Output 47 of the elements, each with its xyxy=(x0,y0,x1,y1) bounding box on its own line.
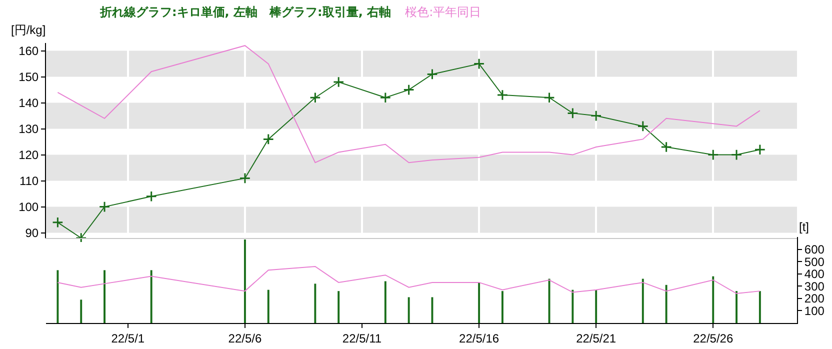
point xyxy=(496,89,508,101)
y-tick-label: 110 xyxy=(19,174,39,188)
point xyxy=(426,68,438,80)
point xyxy=(380,92,392,104)
y-tick-label: 160 xyxy=(18,44,39,58)
y2-tick-label: 200 xyxy=(804,292,825,306)
point xyxy=(239,172,251,184)
y2-tick-label: 400 xyxy=(804,267,825,282)
y2-tick-label: 300 xyxy=(804,279,825,294)
chart-title: 折れ線グラフ:キロ単価, 左軸 棒グラフ:取引量, 右軸 xyxy=(100,5,392,19)
point xyxy=(567,108,578,119)
y2-axis-title: [t] xyxy=(799,220,810,234)
point xyxy=(75,232,87,242)
point xyxy=(590,110,602,122)
point xyxy=(754,144,766,156)
x-tick-label: 22/5/16 xyxy=(459,331,500,346)
y2-tick-label: 500 xyxy=(804,254,825,269)
point xyxy=(730,149,742,160)
y-tick-label: 100 xyxy=(18,200,39,214)
line-series xyxy=(57,266,760,294)
y2-tick-label: 600 xyxy=(804,242,825,256)
y-tick-label: 90 xyxy=(25,226,39,240)
x-tick-label: 22/5/6 xyxy=(228,331,262,346)
y-tick-label: 120 xyxy=(18,148,39,162)
chart-subtitle: 桜色:平年同日 xyxy=(405,5,482,19)
point xyxy=(660,141,672,153)
x-tick-label: 22/5/1 xyxy=(111,331,145,346)
x-tick-label: 22/5/26 xyxy=(693,331,734,346)
point xyxy=(310,92,321,104)
point xyxy=(707,149,719,160)
point xyxy=(52,216,64,228)
y-tick-label: 150 xyxy=(18,70,39,84)
point xyxy=(262,134,274,145)
point xyxy=(146,190,157,202)
point xyxy=(332,76,344,88)
point xyxy=(473,58,485,70)
x-tick-label: 22/5/21 xyxy=(576,331,616,346)
y-axis-title: [円/kg] xyxy=(11,23,46,37)
point xyxy=(637,120,649,132)
y2-tick-label: 100 xyxy=(804,304,825,318)
point xyxy=(403,84,414,96)
point xyxy=(98,201,110,212)
y-tick-label: 140 xyxy=(18,96,39,110)
line-series xyxy=(57,45,760,164)
x-tick-label: 22/5/11 xyxy=(342,331,382,346)
point xyxy=(544,92,555,104)
y-tick-label: 130 xyxy=(18,122,39,136)
